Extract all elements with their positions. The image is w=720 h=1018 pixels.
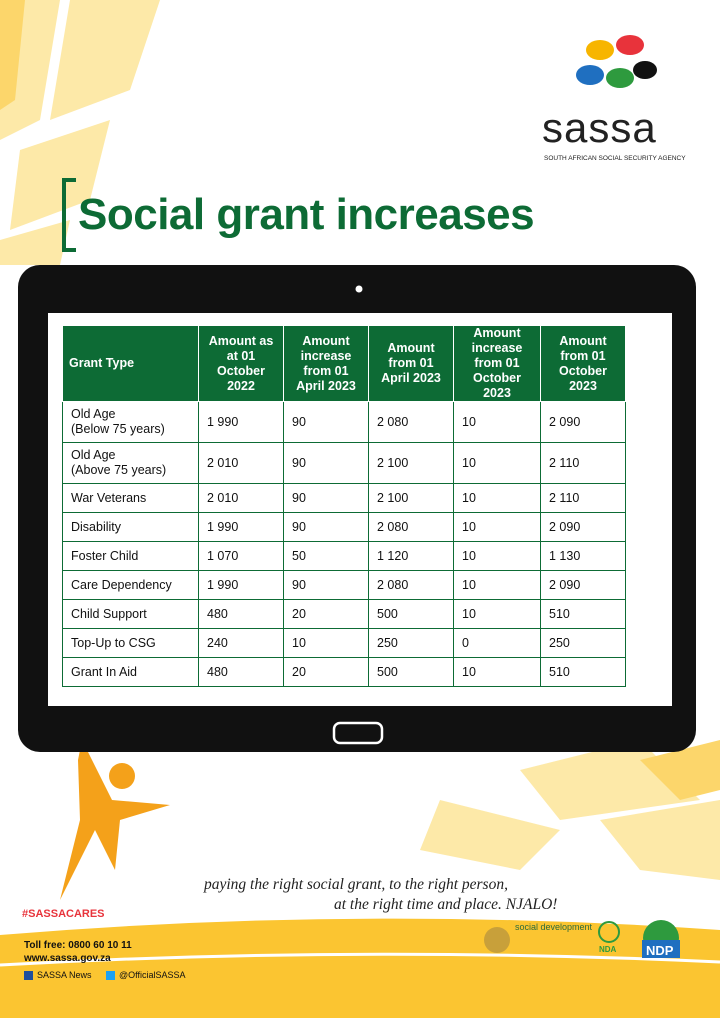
table-cell: 480: [198, 599, 284, 629]
table-cell: 10: [453, 442, 541, 484]
table-cell: 2 010: [198, 483, 284, 513]
table-cell: 510: [540, 599, 626, 629]
partner-department: social development: [515, 922, 593, 932]
table-cell: 90: [283, 483, 369, 513]
table-cell: 1 990: [198, 570, 284, 600]
table-cell: 2 100: [368, 442, 454, 484]
partner-nda: NDA: [599, 945, 617, 954]
facebook[interactable]: SASSA News: [37, 970, 92, 980]
table-cell: Old Age (Below 75 years): [62, 401, 199, 443]
table-cell: 2 090: [540, 570, 626, 600]
table-cell: 2 080: [368, 570, 454, 600]
table-cell: 2 100: [368, 483, 454, 513]
table-cell: 10: [453, 401, 541, 443]
table-cell: 2 090: [540, 512, 626, 542]
table-cell: 2 010: [198, 442, 284, 484]
title: Social grant increases: [78, 190, 535, 239]
table-cell: 10: [453, 657, 541, 687]
table-cell: 0: [453, 628, 541, 658]
column-header: Amount increase from 01 April 2023: [283, 325, 369, 402]
partner-ndp: NDP: [646, 943, 674, 958]
table-cell: 10: [453, 541, 541, 571]
hashtag: #SASSACARES: [22, 908, 105, 920]
table-row: Grant In Aid 480 20 500 10 510: [62, 657, 626, 687]
table-row: Child Support 480 20 500 10 510: [62, 599, 626, 629]
table-cell: Grant In Aid: [62, 657, 199, 687]
table-row: Old Age (Above 75 years) 2 010 90 2 100 10 2 …: [62, 442, 626, 484]
table-cell: Disability: [62, 512, 199, 542]
title-bracket: [62, 178, 76, 252]
table-cell: 250: [368, 628, 454, 658]
table-cell: 1 990: [198, 401, 284, 443]
table-cell: 90: [283, 401, 369, 443]
table-cell: Foster Child: [62, 541, 199, 571]
column-header: Amount from 01 April 2023: [368, 325, 454, 402]
table-cell: 500: [368, 657, 454, 687]
toll-free: Toll free: 0800 60 10 11: [24, 940, 132, 951]
table-cell: War Veterans: [62, 483, 199, 513]
website[interactable]: www.sassa.gov.za: [24, 953, 111, 964]
table-cell: 240: [198, 628, 284, 658]
footer-band: [0, 918, 720, 1018]
table-cell: Care Dependency: [62, 570, 199, 600]
table-cell: 90: [283, 512, 369, 542]
figure: [60, 740, 170, 900]
table-cell: Old Age (Above 75 years): [62, 442, 199, 484]
table-cell: 1 990: [198, 512, 284, 542]
partner-logos: [484, 920, 680, 958]
twitter[interactable]: @OfficialSASSA: [119, 970, 186, 980]
table-cell: Child Support: [62, 599, 199, 629]
table-cell: 90: [283, 570, 369, 600]
camera: [355, 285, 363, 293]
slogan-line: at the right time and place. NJALO!: [334, 896, 558, 913]
grant-table: Grant Type Amount as at 01 October 2022 Am…: [62, 325, 626, 687]
slogan: paying the right social grant, to the ri…: [204, 875, 557, 915]
table-cell: 2 110: [540, 442, 626, 484]
table-cell: Top-Up to CSG: [62, 628, 199, 658]
table-cell: 20: [283, 657, 369, 687]
table-cell: 10: [283, 628, 369, 658]
home-button: [332, 721, 384, 745]
table-cell: 250: [540, 628, 626, 658]
table-row: Old Age (Below 75 years) 1 990 90 2 080 10 2 …: [62, 401, 626, 443]
table-cell: 90: [283, 442, 369, 484]
table-cell: 510: [540, 657, 626, 687]
table-cell: 500: [368, 599, 454, 629]
logo-hands: [576, 35, 657, 88]
table-row: Foster Child 1 070 50 1 120 10 1 130: [62, 541, 626, 571]
table-cell: 2 080: [368, 512, 454, 542]
table-row: Top-Up to CSG 240 10 250 0 250: [62, 628, 626, 658]
table-cell: 1 120: [368, 541, 454, 571]
table-cell: 2 080: [368, 401, 454, 443]
table-cell: 20: [283, 599, 369, 629]
table-cell: 10: [453, 570, 541, 600]
table-row: Care Dependency 1 990 90 2 080 10 2 090: [62, 570, 626, 600]
table-cell: 2 110: [540, 483, 626, 513]
table-cell: 10: [453, 599, 541, 629]
table-row: Disability 1 990 90 2 080 10 2 090: [62, 512, 626, 542]
table-cell: 1 070: [198, 541, 284, 571]
table-cell: 10: [453, 483, 541, 513]
logo-name: sassa: [542, 104, 657, 151]
table-cell: 1 130: [540, 541, 626, 571]
table-cell: 10: [453, 512, 541, 542]
table-cell: 50: [283, 541, 369, 571]
table-row: War Veterans 2 010 90 2 100 10 2 110: [62, 483, 626, 513]
table-cell: 2 090: [540, 401, 626, 443]
column-header: Amount as at 01 October 2022: [198, 325, 284, 402]
slogan-line: paying the right social grant, to the ri…: [204, 876, 508, 893]
column-header: Amount increase from 01 October 2023: [453, 325, 541, 402]
column-header: Amount from 01 October 2023: [540, 325, 626, 402]
table-cell: 480: [198, 657, 284, 687]
column-header: Grant Type: [62, 325, 199, 402]
logo-tagline: SOUTH AFRICAN SOCIAL SECURITY AGENCY: [544, 155, 686, 162]
